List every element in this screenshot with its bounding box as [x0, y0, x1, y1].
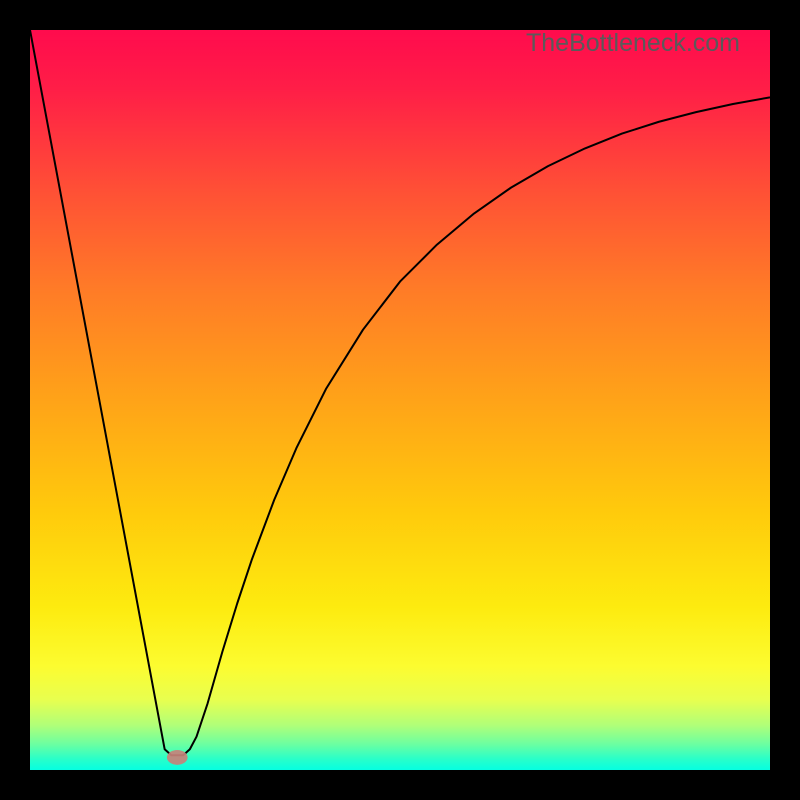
attribution-text: TheBottleneck.com: [526, 29, 740, 58]
chart-frame: TheBottleneck.com: [0, 0, 800, 800]
gradient-background: [30, 30, 770, 770]
minimum-marker: [167, 750, 188, 765]
chart-svg: [30, 30, 770, 770]
plot-area: [30, 30, 770, 770]
